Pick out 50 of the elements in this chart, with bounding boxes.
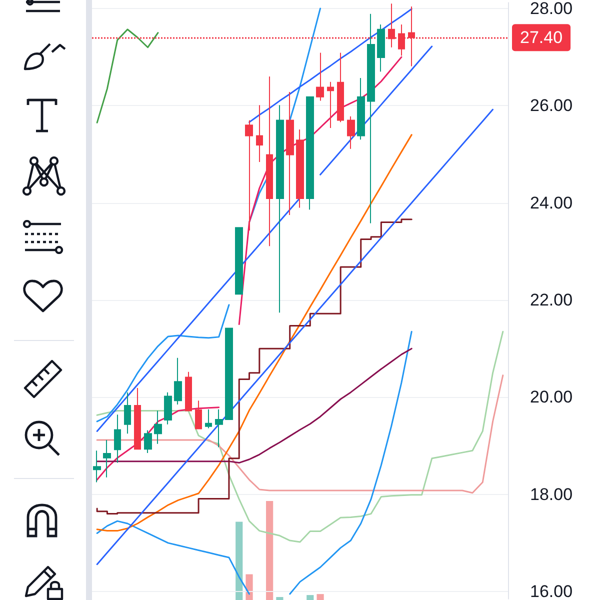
candlestick: [327, 81, 334, 129]
bar: [246, 574, 253, 600]
y-tick-label: 16.00: [530, 582, 573, 600]
line-series: [96, 348, 412, 464]
line-series: [96, 108, 494, 566]
candlestick: [164, 392, 172, 425]
y-tick-label: 26.00: [530, 96, 573, 116]
line-series: [248, 8, 412, 123]
candlestick: [124, 392, 131, 434]
candlestick: [93, 450, 101, 483]
candlestick: [266, 76, 273, 247]
candlestick: [134, 387, 141, 450]
bar: [266, 500, 274, 600]
line-series: [96, 374, 504, 494]
candlestick: [185, 371, 192, 412]
candlestick: [276, 104, 284, 314]
candlestick: [235, 227, 243, 295]
candlestick: [195, 400, 202, 430]
candlestick: [245, 120, 253, 232]
bar: [236, 522, 243, 600]
candlestick: [367, 13, 375, 224]
candlestick: [103, 439, 111, 478]
y-tick-label: 28.00: [530, 0, 573, 18]
candlestick: [215, 408, 223, 448]
candlestick: [286, 92, 294, 216]
y-tick-label: 24.00: [530, 193, 573, 212]
candlestick: [225, 328, 233, 420]
candlestick: [306, 96, 314, 210]
candlestick: [357, 77, 365, 140]
bar: [306, 595, 314, 600]
y-tick-label: 18.00: [530, 484, 573, 504]
line-series: [96, 28, 159, 124]
candlestick: [256, 104, 263, 163]
candlestick: [296, 128, 304, 208]
candlestick: [316, 52, 324, 102]
line-series: [96, 330, 504, 543]
y-tick-label: 22.00: [530, 290, 573, 310]
candlestick: [154, 410, 162, 444]
y-tick-label: 20.00: [530, 388, 573, 407]
ref-line-label: 27.40: [520, 28, 563, 48]
candlestick: [144, 430, 152, 454]
candlestick: [174, 357, 182, 405]
candlestick: [114, 414, 121, 464]
line-series: [96, 134, 412, 532]
bar: [316, 594, 324, 600]
candlestick: [377, 24, 385, 72]
candlestick: [337, 52, 344, 123]
candlestick: [347, 116, 355, 150]
bar: [276, 597, 284, 600]
candlestick: [205, 408, 212, 429]
